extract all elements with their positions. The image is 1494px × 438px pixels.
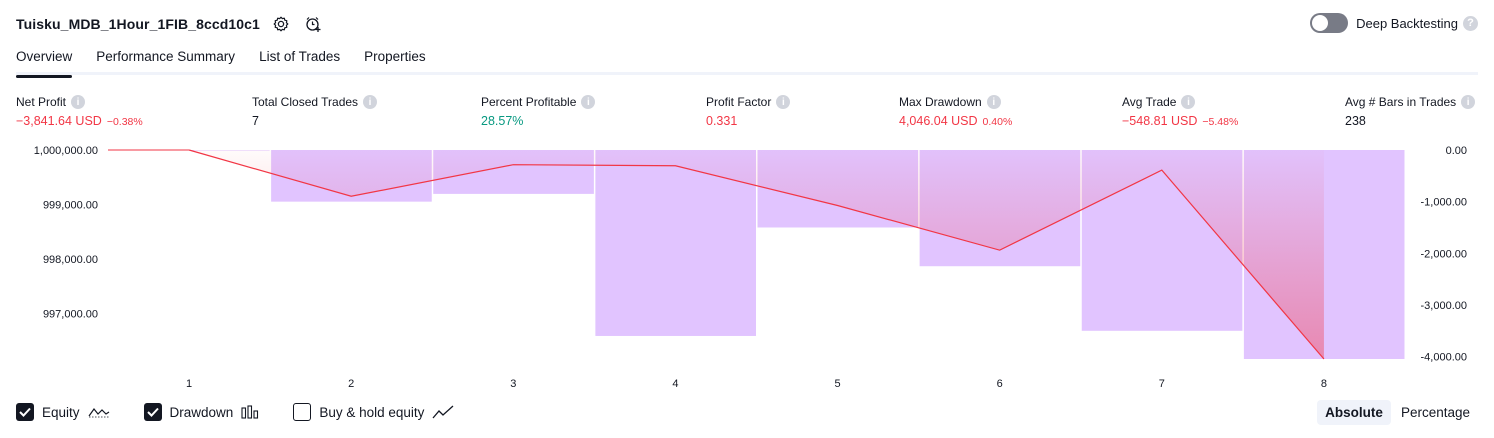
- legend-label: Buy & hold equity: [319, 404, 425, 420]
- mode-percentage-button[interactable]: Percentage: [1400, 405, 1470, 420]
- equity-line: [188, 149, 1325, 360]
- equity-drawdown-chart: 1,000,000.00 999,000.00 998,000.00 997,000.…: [34, 145, 1467, 390]
- metric-value: −3,841.64 USD: [16, 114, 102, 128]
- equity-area: [189, 150, 1324, 359]
- x-axis-tick: 8: [1321, 378, 1327, 390]
- deep-backtesting-toggle[interactable]: [1310, 13, 1349, 33]
- legend-drawdown[interactable]: Drawdown: [143, 403, 260, 421]
- metric-label: Net Profit: [16, 95, 67, 109]
- strategy-title: Tuisku_MDB_1Hour_1FIB_8ccd10c1: [16, 16, 260, 32]
- legend-equity[interactable]: Equity: [16, 403, 110, 421]
- deep-backtesting: Deep Backtesting ?: [1310, 13, 1478, 33]
- right-axis-tick: -3,000.00: [1421, 300, 1467, 312]
- drawdown-checkbox[interactable]: [143, 403, 162, 421]
- x-axis-tick: 2: [348, 378, 354, 390]
- metric-total-closed-trades: Total Closed Trades i 7: [252, 94, 378, 128]
- metric-value: −548.81 USD: [1122, 114, 1198, 128]
- tab-performance-summary[interactable]: Performance Summary: [96, 49, 236, 64]
- right-axis-tick: -1,000.00: [1421, 197, 1467, 209]
- info-icon[interactable]: i: [1461, 95, 1476, 109]
- buy-hold-line-icon: [432, 405, 454, 419]
- metric-percent: 0.40%: [982, 116, 1013, 128]
- question-mark-icon[interactable]: ?: [1463, 15, 1478, 31]
- legend-label: Equity: [42, 404, 80, 420]
- metric-value: 28.57%: [481, 114, 524, 128]
- left-axis-tick: 998,000.00: [43, 254, 98, 266]
- metric-value: 7: [252, 114, 259, 128]
- x-axis-tick: 6: [997, 378, 1003, 390]
- x-axis-tick: 1: [186, 378, 192, 390]
- metric-avg-trade: Avg Trade i −548.81 USD −5.48%: [1122, 94, 1238, 128]
- left-axis-tick: 997,000.00: [43, 308, 98, 320]
- info-icon[interactable]: i: [1181, 95, 1196, 109]
- metric-label: Max Drawdown: [899, 95, 982, 109]
- x-axis-tick: 5: [835, 378, 841, 390]
- metric-percent: −0.38%: [106, 116, 143, 128]
- metric-value: 0.331: [706, 114, 738, 128]
- deep-backtesting-label: Deep Backtesting: [1356, 15, 1458, 31]
- settings-gear-icon[interactable]: [270, 13, 292, 35]
- metric-percent: −5.48%: [1202, 116, 1239, 128]
- info-icon[interactable]: i: [363, 95, 378, 109]
- right-axis-tick: -2,000.00: [1421, 248, 1467, 260]
- info-icon[interactable]: i: [71, 95, 86, 109]
- metric-label: Avg # Bars in Trades: [1345, 95, 1457, 109]
- drawdown-bar: [595, 150, 756, 336]
- equity-checkbox[interactable]: [16, 403, 34, 421]
- x-axis-tick: 4: [672, 378, 678, 390]
- tab-list-of-trades[interactable]: List of Trades: [259, 49, 341, 64]
- equity-line-icon: [88, 408, 109, 418]
- right-axis-tick: -4,000.00: [1421, 352, 1467, 364]
- metric-label: Profit Factor: [706, 95, 772, 109]
- metric-label: Avg Trade: [1122, 95, 1177, 109]
- info-icon[interactable]: i: [581, 95, 596, 109]
- x-axis-tick: 3: [510, 378, 516, 390]
- legend-label: Drawdown: [169, 404, 234, 420]
- info-icon[interactable]: i: [986, 95, 1001, 109]
- metric-net-profit: Net Profit i −3,841.64 USD −0.38%: [16, 94, 143, 128]
- metric-value: 4,046.04 USD: [899, 114, 978, 128]
- x-axis-tick: 7: [1159, 378, 1165, 390]
- metric-label: Total Closed Trades: [252, 95, 359, 109]
- metric-value: 238: [1345, 114, 1366, 128]
- left-axis-tick: 999,000.00: [43, 199, 98, 211]
- alarm-add-icon[interactable]: [302, 13, 324, 35]
- metric-label: Percent Profitable: [481, 95, 577, 109]
- chart-legend: Equity Drawdown Buy & hold equity: [16, 403, 488, 421]
- report-tabs: Overview Performance Summary List of Tra…: [16, 45, 1478, 78]
- info-icon[interactable]: i: [776, 95, 791, 109]
- legend-buy-hold-equity[interactable]: Buy & hold equity: [293, 403, 454, 421]
- left-axis-tick: 1,000,000.00: [34, 145, 98, 157]
- tab-overview[interactable]: Overview: [16, 45, 73, 78]
- buy-hold-checkbox[interactable]: [293, 403, 312, 421]
- metric-avg-bars-in-trades: Avg # Bars in Trades i 238: [1345, 94, 1476, 128]
- value-mode-switch: Absolute Percentage: [1315, 400, 1478, 425]
- metric-percent-profitable: Percent Profitable i 28.57%: [481, 94, 596, 128]
- drawdown-bars-icon: [241, 405, 259, 419]
- metric-max-drawdown: Max Drawdown i 4,046.04 USD 0.40%: [899, 94, 1012, 128]
- mode-absolute-button[interactable]: Absolute: [1317, 400, 1391, 425]
- metric-profit-factor: Profit Factor i 0.331: [706, 94, 791, 128]
- right-axis-tick: 0.00: [1446, 145, 1467, 157]
- tab-properties[interactable]: Properties: [364, 49, 426, 64]
- strategy-header: Tuisku_MDB_1Hour_1FIB_8ccd10c1: [16, 12, 324, 36]
